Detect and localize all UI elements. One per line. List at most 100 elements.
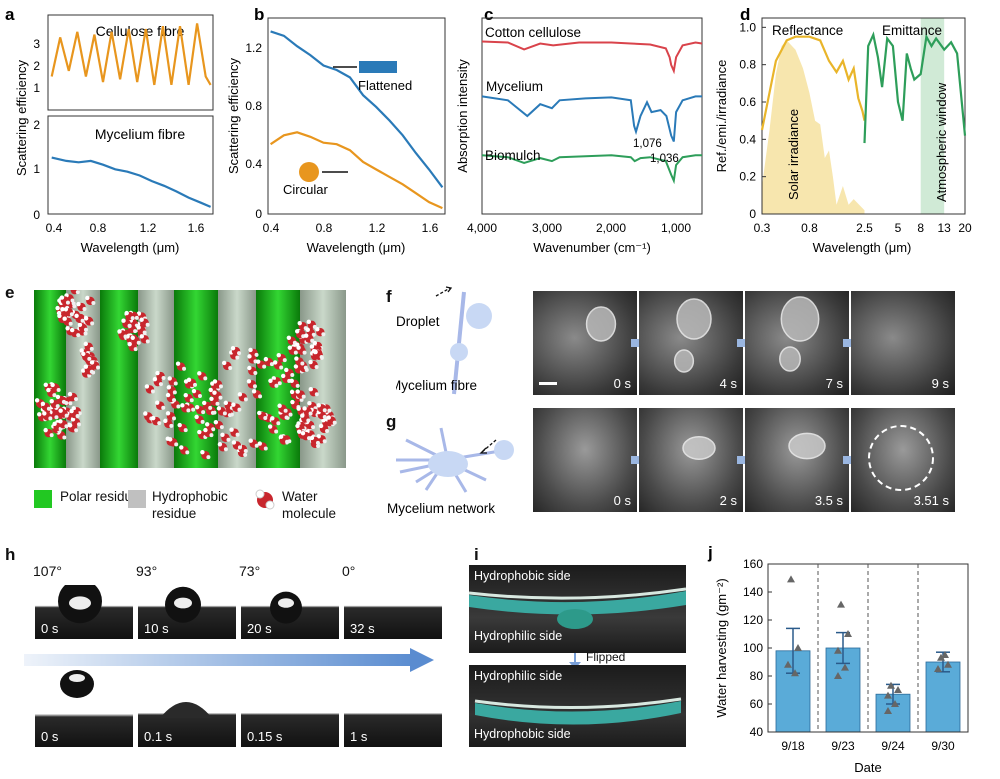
panel-f-time-label: 0 s bbox=[613, 376, 631, 391]
droplet-shape bbox=[676, 298, 712, 340]
chart-c-frame bbox=[481, 17, 703, 215]
chart-c-xtick: 4,000 bbox=[467, 221, 497, 235]
panel-h-photo: 0 s bbox=[35, 585, 133, 639]
chart-j-ylabel: Water harvesting (gm⁻²) bbox=[714, 578, 729, 717]
panel-h-time-label: 32 s bbox=[350, 621, 375, 636]
chart-j-point bbox=[894, 686, 902, 693]
chart-j-point bbox=[834, 646, 842, 654]
chart-b-frame bbox=[267, 17, 446, 215]
droplet-shape bbox=[270, 591, 302, 624]
label-hydrophobic-side-bottom: Hydrophobic side bbox=[474, 727, 571, 741]
chart-c-legend-cotton: Cotton cellulose bbox=[485, 25, 581, 40]
chart-d-ytick: 0.4 bbox=[739, 132, 756, 146]
chart-j-bar bbox=[925, 661, 961, 733]
chart-j-xticks: 9/18 9/23 9/24 9/30 bbox=[781, 739, 955, 753]
chart-j-point bbox=[887, 681, 895, 689]
panel-g-time-label: 3.5 s bbox=[814, 493, 843, 508]
label-mycelium-network: Mycelium network bbox=[387, 501, 495, 516]
panel-label-j: j bbox=[707, 543, 713, 562]
chart-d-ytick: 0.2 bbox=[739, 170, 756, 184]
panel-label-b: b bbox=[254, 5, 264, 24]
panel-label-g: g bbox=[386, 412, 397, 431]
contact-angle-label: 93° bbox=[136, 563, 158, 579]
chart-j-yticks: 40 60 80 100 120 140 160 bbox=[743, 557, 772, 739]
chart-a-xlabel: Wavelength (μm) bbox=[81, 240, 180, 255]
label-mycelium-fibre: Mycelium fibre bbox=[396, 378, 477, 393]
panel-label-e: e bbox=[5, 283, 15, 302]
droplet-shape bbox=[160, 702, 212, 718]
panel-label-i: i bbox=[474, 545, 479, 564]
chart-a-top-ytick: 3 bbox=[33, 37, 40, 51]
chart-j-ytick: 140 bbox=[743, 585, 763, 599]
chart-b-ytick: 1.2 bbox=[245, 41, 262, 55]
chart-j-ytick: 60 bbox=[750, 697, 764, 711]
chart-j-point bbox=[844, 630, 852, 637]
panel-f-photo: 0 s bbox=[533, 291, 637, 395]
chart-b-xtick: 0.8 bbox=[316, 221, 333, 235]
circular-fibre-icon bbox=[299, 162, 319, 182]
chart-d-ylabel: Ref./emi./irradiance bbox=[714, 60, 729, 173]
label-flipped: Flipped bbox=[586, 650, 626, 664]
chart-c-peak-label: 1,076 bbox=[633, 138, 662, 150]
chart-a-top-title: Cellulose fibre bbox=[96, 23, 185, 39]
droplet-shape bbox=[585, 306, 617, 342]
panel-h-photo: 10 s bbox=[138, 585, 236, 639]
chart-b: 1.2 0.8 0.4 0 Flattened Circular 0.4 0.8… bbox=[226, 17, 446, 255]
droplet-shape bbox=[673, 349, 695, 373]
chart-j-point bbox=[787, 575, 795, 583]
panel-h-time-label: 0 s bbox=[41, 621, 59, 636]
chart-j-dividers bbox=[817, 564, 919, 732]
chart-d-xtick: 20 bbox=[958, 221, 972, 235]
panel-g-time-label: 0 s bbox=[613, 493, 631, 508]
chart-b-annot-circular: Circular bbox=[283, 182, 328, 197]
chart-a-bottom-series-line bbox=[51, 156, 212, 208]
chart-d-xtick: 0.8 bbox=[801, 221, 818, 235]
panel-label-h: h bbox=[5, 545, 16, 564]
chart-a-top-frame bbox=[47, 14, 214, 111]
chart-c-xtick: 2,000 bbox=[596, 221, 626, 235]
chart-c: Cotton cellulose Mycelium Biomulch 1,076… bbox=[455, 17, 703, 255]
chart-d: Reflectance Emittance Solar irradiance A… bbox=[714, 17, 972, 255]
flattened-fibre-icon bbox=[359, 61, 397, 73]
panel-h-photo: 32 s bbox=[344, 585, 442, 639]
chart-j-point bbox=[841, 663, 849, 671]
panel-g-photo: 2 s bbox=[639, 408, 743, 512]
panel-label-c: c bbox=[484, 5, 493, 24]
chart-b-series-circular bbox=[269, 131, 443, 210]
panel-h-photo: 0 s bbox=[35, 668, 133, 747]
panel-h-time-label: 10 s bbox=[144, 621, 169, 636]
chart-c-series-mycelium bbox=[481, 95, 702, 142]
chart-a-bottom-ytick: 0 bbox=[33, 208, 40, 222]
chart-d-xtick: 0.3 bbox=[754, 221, 771, 235]
label-hydrophilic-side-top: Hydrophilic side bbox=[474, 629, 563, 643]
contact-angle-label: 0° bbox=[342, 563, 356, 579]
chart-j-xtick: 9/24 bbox=[881, 739, 905, 753]
panel-f-time-label: 9 s bbox=[931, 376, 949, 391]
chart-d-ytick: 1.0 bbox=[739, 20, 756, 34]
chart-a-xtick: 0.8 bbox=[90, 221, 107, 235]
chart-c-legend-mycelium: Mycelium bbox=[486, 79, 543, 94]
chart-d-xtick: 2.5 bbox=[856, 221, 873, 235]
chart-d-xtick: 8 bbox=[917, 221, 924, 235]
molecular-simulation-image bbox=[34, 290, 346, 468]
chart-c-ylabel: Absorption intensity bbox=[455, 59, 470, 173]
panel-h-time-label: 0 s bbox=[41, 729, 59, 744]
label-droplet: Droplet bbox=[396, 314, 440, 329]
chart-j-xtick: 9/30 bbox=[931, 739, 955, 753]
chart-b-xtick: 1.2 bbox=[369, 221, 386, 235]
panel-g-photo: 3.51 s bbox=[851, 408, 955, 512]
chart-d-ytick: 0.6 bbox=[739, 95, 756, 109]
panel-f-photo: 9 s bbox=[851, 291, 955, 395]
chart-a-xtick: 0.4 bbox=[46, 221, 63, 235]
chart-j-point bbox=[834, 672, 842, 679]
chart-c-xtick: 1,000 bbox=[661, 221, 691, 235]
chart-j-point bbox=[837, 600, 845, 608]
chart-j-point bbox=[937, 653, 945, 661]
chart-d-frame bbox=[761, 17, 966, 215]
panel-h-photo: 0.15 s bbox=[241, 690, 339, 747]
chart-c-series-cotton bbox=[481, 40, 703, 75]
chart-d-ytick: 0.8 bbox=[739, 58, 756, 72]
label-hydrophilic-side-bottom: Hydrophilic side bbox=[474, 669, 563, 683]
panel-f-photo: 4 s bbox=[639, 291, 743, 395]
panel-h-time-label: 20 s bbox=[247, 621, 272, 636]
